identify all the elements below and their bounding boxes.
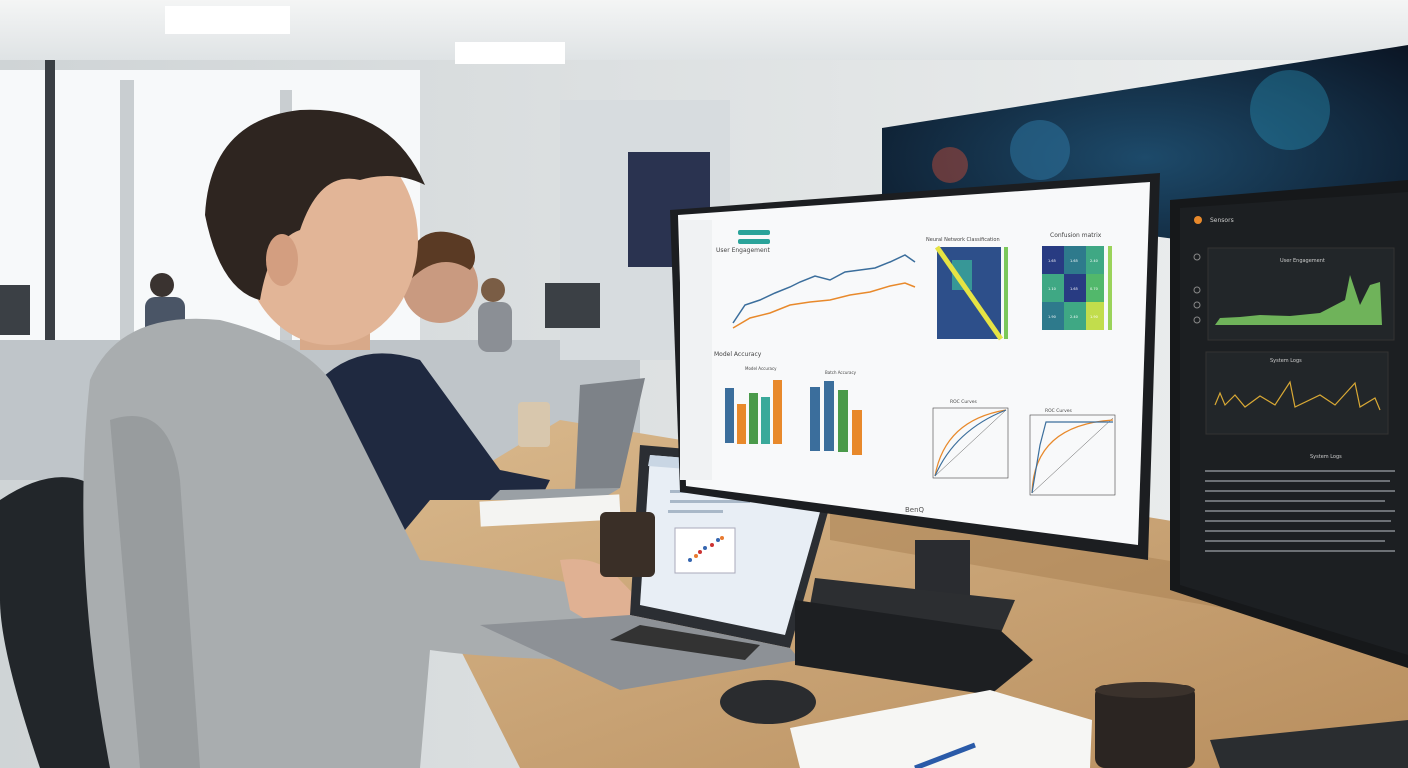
svg-text:1.10: 1.10 bbox=[1048, 287, 1056, 291]
keyboard bbox=[795, 600, 1033, 695]
filter-chip[interactable] bbox=[738, 230, 770, 235]
mouse bbox=[720, 680, 816, 724]
panel-title: User Engagement bbox=[1280, 258, 1325, 264]
logs-line-chart bbox=[1214, 380, 1381, 411]
pen bbox=[914, 742, 976, 768]
accuracy-bars bbox=[725, 380, 862, 455]
notebook bbox=[790, 690, 1092, 768]
background-laptop bbox=[575, 378, 645, 490]
person-hoodie bbox=[83, 318, 621, 768]
mug bbox=[600, 512, 655, 577]
main-monitor-screen bbox=[678, 182, 1150, 545]
svg-text:1.90: 1.90 bbox=[1090, 315, 1098, 319]
engagement-area-chart bbox=[1215, 275, 1382, 325]
accuracy-title: Model Accuracy bbox=[714, 351, 762, 358]
notepad bbox=[479, 494, 621, 527]
svg-text:Model Accuracy: Model Accuracy bbox=[745, 366, 777, 371]
heatmap bbox=[934, 245, 1008, 341]
coffee-mug bbox=[1095, 685, 1195, 768]
monitor-stand bbox=[915, 540, 970, 600]
panel-title: System Logs bbox=[1270, 358, 1302, 364]
svg-text:1.65: 1.65 bbox=[1048, 259, 1056, 263]
laptop-base bbox=[480, 615, 800, 690]
svg-text:Batch Accuracy: Batch Accuracy bbox=[825, 370, 857, 375]
dashboard-sidebar bbox=[680, 220, 712, 480]
confusion-matrix: 1.65 1.65 2.40 1.10 1.65 0.70 1.90 2.40 1.90 bbox=[1042, 246, 1112, 330]
person-hair bbox=[205, 109, 425, 301]
svg-text:1.65: 1.65 bbox=[1070, 259, 1078, 263]
svg-text:2.40: 2.40 bbox=[1070, 315, 1078, 319]
side-nav-icons bbox=[1193, 253, 1201, 324]
log-lines bbox=[1205, 470, 1395, 552]
svg-text:2.40: 2.40 bbox=[1090, 259, 1098, 263]
roc-title: ROC Curves bbox=[1045, 408, 1073, 414]
engagement-title: User Engagement bbox=[716, 247, 771, 254]
person-ear bbox=[266, 234, 298, 286]
dashboard: User Engagement Neural Network Classific… bbox=[680, 220, 1116, 496]
tablet bbox=[1210, 720, 1408, 768]
app-title: Sensors bbox=[1210, 217, 1234, 224]
engagement-line-blue bbox=[732, 254, 916, 324]
svg-text:0.70: 0.70 bbox=[1090, 287, 1098, 291]
roc-curves bbox=[932, 407, 1116, 496]
glass-frame bbox=[45, 60, 55, 480]
ceiling-light bbox=[165, 6, 290, 34]
filter-chip[interactable] bbox=[738, 239, 770, 244]
ceiling-light bbox=[455, 42, 565, 64]
coffee-cup bbox=[518, 402, 550, 447]
heatmap-title: Neural Network Classification bbox=[926, 237, 1000, 243]
engagement-line-orange bbox=[732, 282, 916, 329]
app-logo-icon bbox=[1194, 216, 1202, 224]
svg-text:1.90: 1.90 bbox=[1048, 315, 1056, 319]
scatter-plot bbox=[688, 536, 724, 562]
roc-title: ROC Curves bbox=[950, 399, 978, 405]
monitor-brand-logo: BenQ bbox=[905, 506, 925, 514]
laptop-keyboard bbox=[610, 625, 760, 660]
confusion-title: Confusion matrix bbox=[1050, 232, 1102, 239]
svg-text:1.65: 1.65 bbox=[1070, 287, 1078, 291]
panel-title: System Logs bbox=[1310, 454, 1342, 460]
